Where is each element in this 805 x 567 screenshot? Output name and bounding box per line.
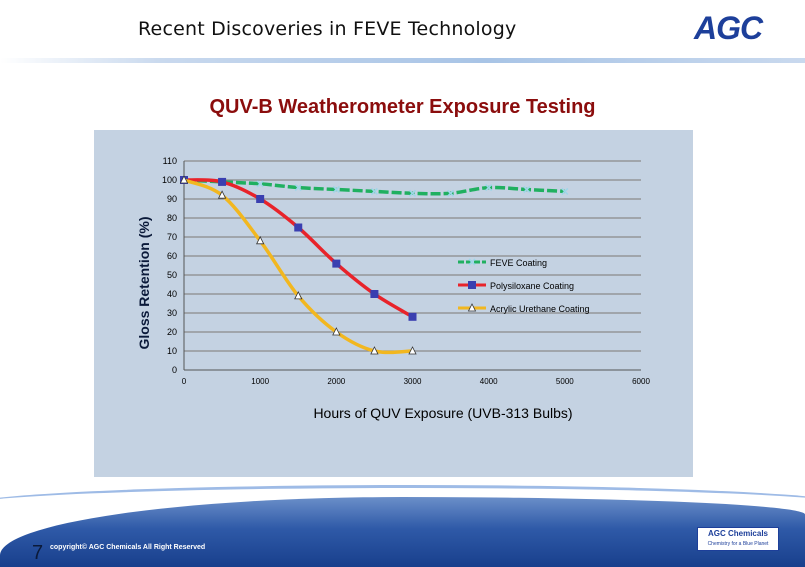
y-tick-label: 20 bbox=[167, 327, 177, 337]
x-tick-label: 4000 bbox=[480, 377, 498, 386]
acrylic-marker bbox=[217, 190, 227, 199]
polysiloxane-marker bbox=[294, 223, 303, 232]
polysiloxane-marker bbox=[468, 281, 476, 289]
series-line-2 bbox=[183, 178, 413, 355]
legend-entry: Polysiloxane Coating bbox=[490, 281, 574, 291]
legend: FEVE Coating Polysiloxane Coating Acrylic … bbox=[458, 258, 590, 314]
acrylic-marker bbox=[370, 346, 379, 355]
chart-title: QUV-B Weatherometer Exposure Testing bbox=[209, 96, 596, 118]
x-tick-label: 3000 bbox=[404, 377, 422, 386]
polysiloxane-marker bbox=[218, 177, 227, 186]
y-tick-labels: 0 10 20 30 40 50 60 70 80 90 100 110 bbox=[162, 156, 177, 375]
footer-logo-tagline: Chemistry for a Blue Planet bbox=[707, 541, 769, 547]
feve-marker bbox=[485, 184, 493, 192]
feve-marker bbox=[408, 189, 417, 197]
feve-marker bbox=[561, 187, 569, 195]
polysiloxane-marker bbox=[408, 312, 417, 321]
series-lines bbox=[179, 175, 569, 355]
x-axis-label: Hours of QUV Exposure (UVB-313 Bulbs) bbox=[313, 405, 572, 421]
x-tick-labels: 0 1000 2000 3000 4000 5000 6000 bbox=[182, 377, 651, 386]
x-tick-label: 5000 bbox=[556, 377, 574, 386]
header-divider bbox=[0, 58, 805, 63]
page-number: 7 bbox=[32, 542, 44, 564]
y-tick-label: 110 bbox=[163, 156, 177, 166]
feve-marker bbox=[256, 180, 264, 188]
axes bbox=[183, 161, 641, 371]
y-tick-label: 80 bbox=[167, 213, 177, 223]
feve-marker bbox=[523, 185, 531, 194]
y-tick-label: 0 bbox=[172, 365, 177, 375]
slide-title: Recent Discoveries in FEVE Technology bbox=[138, 18, 517, 40]
acrylic-marker bbox=[294, 291, 303, 300]
legend-entry: FEVE Coating bbox=[490, 258, 547, 268]
gridlines bbox=[184, 160, 641, 352]
feve-marker bbox=[294, 184, 302, 192]
polysiloxane-marker bbox=[256, 195, 265, 203]
y-tick-label: 60 bbox=[167, 251, 177, 261]
y-tick-label: 40 bbox=[167, 289, 177, 299]
feve-marker bbox=[468, 258, 476, 266]
chart-background bbox=[94, 130, 693, 477]
footer bbox=[0, 485, 805, 567]
legend-entry: Acrylic Urethane Coating bbox=[490, 304, 590, 314]
feve-marker bbox=[370, 187, 378, 195]
y-axis-label: Gloss Retention (%) bbox=[136, 216, 152, 349]
y-tick-label: 30 bbox=[167, 308, 177, 318]
feve-marker bbox=[332, 185, 340, 194]
acrylic-marker bbox=[179, 175, 189, 184]
copyright-text: copyright© AGC Chemicals All Right Reser… bbox=[50, 544, 206, 551]
polysiloxane-marker bbox=[370, 290, 379, 298]
footer-swoosh bbox=[0, 485, 805, 528]
x-tick-label: 6000 bbox=[632, 377, 650, 386]
y-tick-label: 70 bbox=[167, 232, 177, 242]
agc-chemicals-logo: AGC Chemicals Chemistry for a Blue Plane… bbox=[697, 527, 779, 551]
acrylic-marker bbox=[467, 303, 477, 312]
polysiloxane-marker bbox=[332, 259, 341, 268]
feve-marker bbox=[447, 189, 455, 197]
acrylic-marker bbox=[332, 327, 341, 336]
acrylic-marker bbox=[256, 235, 265, 245]
x-tick-label: 2000 bbox=[327, 377, 345, 386]
x-tick-label: 1000 bbox=[251, 377, 269, 386]
y-tick-label: 90 bbox=[167, 194, 177, 204]
y-tick-label: 50 bbox=[167, 270, 177, 280]
x-tick-label: 0 bbox=[182, 377, 187, 386]
y-tick-label: 100 bbox=[162, 175, 177, 185]
footer-logo-name: AGC Chemicals bbox=[707, 529, 769, 538]
y-tick-label: 10 bbox=[167, 346, 177, 356]
agc-logo: AGC bbox=[694, 10, 763, 46]
acrylic-marker bbox=[408, 346, 417, 355]
